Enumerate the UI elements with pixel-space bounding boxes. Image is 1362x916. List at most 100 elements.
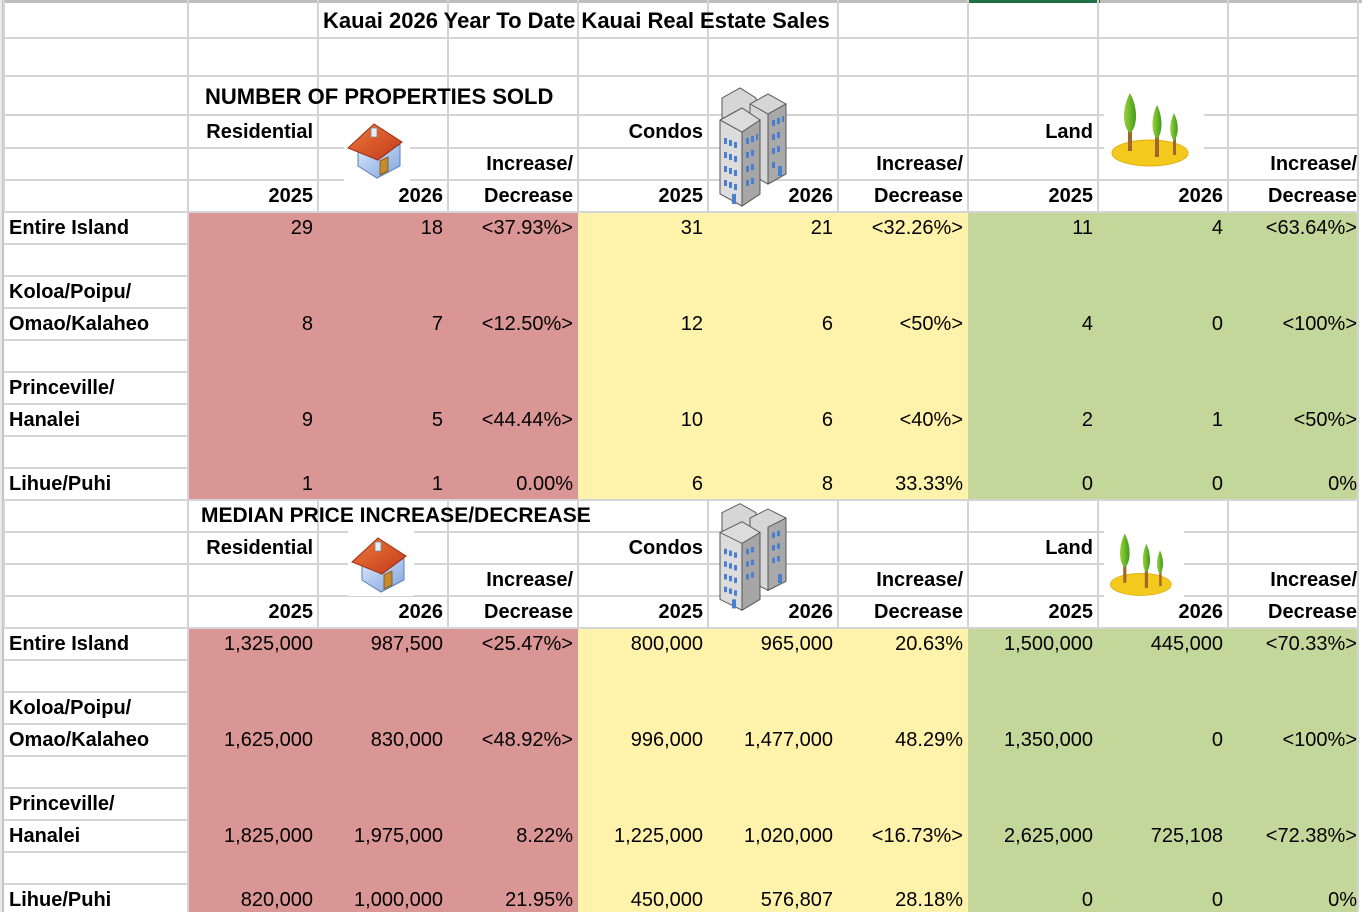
median-land-percent-change[interactable]: 0% [1328, 889, 1357, 911]
sold-res-year-2025[interactable]: 2025 [268, 185, 314, 207]
median-res-percent-change[interactable]: <48.92%> [481, 729, 573, 751]
sold-land-label[interactable]: Land [1045, 121, 1093, 143]
median-con-percent-change[interactable]: 48.29% [895, 729, 963, 751]
median-land-change-label-1[interactable]: Increase/ [1270, 569, 1357, 591]
median-con-value-2025[interactable]: 1,225,000 [614, 825, 703, 847]
sold-res-change-label-1[interactable]: Increase/ [486, 153, 573, 175]
sold-condos-label[interactable]: Condos [628, 121, 703, 143]
sold-con-percent-change[interactable]: <40%> [899, 409, 963, 431]
sold-land-year-2025[interactable]: 2025 [1048, 185, 1094, 207]
median-res-value-2026[interactable]: 1,975,000 [354, 825, 443, 847]
sold-con-value-2025[interactable]: 31 [680, 217, 703, 239]
median-land-percent-change[interactable]: <72.38%> [1265, 825, 1357, 847]
sold-residential-label[interactable]: Residential [206, 121, 313, 143]
median-res-change-label-1[interactable]: Increase/ [486, 569, 573, 591]
median-con-value-2026[interactable]: 965,000 [760, 633, 833, 655]
house-icon[interactable] [344, 116, 410, 182]
selected-cell-indicator[interactable] [968, 0, 1100, 3]
area-label-line-2[interactable]: Omao/Kalaheo [9, 729, 150, 751]
area-label-line-2[interactable]: Hanalei [9, 825, 81, 847]
trees-icon[interactable] [1104, 77, 1204, 169]
sold-land-year-2026[interactable]: 2026 [1178, 185, 1224, 207]
sold-land-percent-change[interactable]: <63.64%> [1265, 217, 1357, 239]
sold-res-value-2026[interactable]: 7 [431, 313, 443, 335]
median-con-value-2026[interactable]: 1,020,000 [744, 825, 833, 847]
sold-land-change-label-1[interactable]: Increase/ [1270, 153, 1357, 175]
median-res-value-2025[interactable]: 1,625,000 [224, 729, 313, 751]
area-label[interactable]: Lihue/Puhi [9, 473, 112, 495]
median-con-percent-change[interactable]: <16.73%> [871, 825, 963, 847]
sold-land-value-2025[interactable]: 0 [1081, 473, 1093, 495]
median-res-value-2026[interactable]: 987,500 [370, 633, 443, 655]
sold-con-value-2025[interactable]: 12 [680, 313, 703, 335]
median-res-value-2026[interactable]: 830,000 [370, 729, 443, 751]
sold-con-percent-change[interactable]: <32.26%> [871, 217, 963, 239]
buildings-icon[interactable] [712, 84, 798, 208]
sold-con-year-2026[interactable]: 2026 [788, 185, 834, 207]
median-land-percent-change[interactable]: <70.33%> [1265, 633, 1357, 655]
sold-con-value-2026[interactable]: 6 [821, 409, 833, 431]
sold-land-percent-change[interactable]: <50%> [1293, 409, 1357, 431]
area-label[interactable]: Princeville/ [9, 377, 115, 399]
median-land-value-2026[interactable]: 445,000 [1150, 633, 1223, 655]
sold-land-value-2026[interactable]: 4 [1211, 217, 1223, 239]
median-con-value-2025[interactable]: 800,000 [630, 633, 703, 655]
median-res-value-2025[interactable]: 1,325,000 [224, 633, 313, 655]
median-res-change-label-2[interactable]: Decrease [484, 601, 573, 623]
median-con-year-2026[interactable]: 2026 [788, 601, 834, 623]
median-con-change-label-1[interactable]: Increase/ [876, 569, 963, 591]
sold-res-value-2025[interactable]: 9 [301, 409, 313, 431]
median-res-value-2025[interactable]: 1,825,000 [224, 825, 313, 847]
sold-res-percent-change[interactable]: <12.50%> [481, 313, 573, 335]
median-section-heading[interactable]: MEDIAN PRICE INCREASE/DECREASE [201, 504, 591, 527]
trees-icon[interactable] [1104, 520, 1184, 598]
sold-res-value-2026[interactable]: 1 [431, 473, 443, 495]
median-con-year-2025[interactable]: 2025 [658, 601, 704, 623]
sold-land-change-label-2[interactable]: Decrease [1268, 185, 1357, 207]
median-res-year-2025[interactable]: 2025 [268, 601, 314, 623]
sold-land-value-2026[interactable]: 0 [1211, 313, 1223, 335]
median-con-value-2026[interactable]: 576,807 [760, 889, 833, 911]
median-con-percent-change[interactable]: 20.63% [895, 633, 963, 655]
median-land-value-2025[interactable]: 2,625,000 [1004, 825, 1093, 847]
sold-con-value-2025[interactable]: 10 [680, 409, 703, 431]
area-label-line-2[interactable]: Omao/Kalaheo [9, 313, 150, 335]
median-condos-label[interactable]: Condos [628, 537, 703, 559]
median-land-label[interactable]: Land [1045, 537, 1093, 559]
area-label-line-2[interactable]: Hanalei [9, 409, 81, 431]
median-land-value-2026[interactable]: 0 [1211, 889, 1223, 911]
median-land-percent-change[interactable]: <100%> [1282, 729, 1357, 751]
median-res-percent-change[interactable]: <25.47%> [481, 633, 573, 655]
sold-section-heading[interactable]: NUMBER OF PROPERTIES SOLD [205, 84, 554, 109]
median-land-value-2025[interactable]: 1,350,000 [1004, 729, 1093, 751]
area-label[interactable]: Lihue/Puhi [9, 889, 112, 911]
house-icon[interactable] [348, 530, 414, 596]
sold-land-percent-change[interactable]: <100%> [1282, 313, 1357, 335]
sold-con-percent-change[interactable]: 33.33% [895, 473, 963, 495]
sold-res-value-2025[interactable]: 8 [301, 313, 313, 335]
median-land-year-2026[interactable]: 2026 [1178, 601, 1224, 623]
area-label[interactable]: Entire Island [9, 217, 130, 239]
median-land-year-2025[interactable]: 2025 [1048, 601, 1094, 623]
area-label[interactable]: Princeville/ [9, 793, 115, 815]
sold-con-year-2025[interactable]: 2025 [658, 185, 704, 207]
median-land-value-2026[interactable]: 725,108 [1150, 825, 1223, 847]
median-land-value-2026[interactable]: 0 [1211, 729, 1223, 751]
median-con-percent-change[interactable]: 28.18% [895, 889, 963, 911]
median-con-change-label-2[interactable]: Decrease [874, 601, 963, 623]
sold-con-value-2026[interactable]: 6 [821, 313, 833, 335]
median-land-value-2025[interactable]: 0 [1081, 889, 1093, 911]
median-res-percent-change[interactable]: 8.22% [516, 825, 573, 847]
area-label[interactable]: Koloa/Poipu/ [9, 697, 132, 719]
sold-con-change-label-2[interactable]: Decrease [874, 185, 963, 207]
sold-res-value-2026[interactable]: 18 [420, 217, 443, 239]
sold-land-value-2025[interactable]: 4 [1081, 313, 1093, 335]
median-res-percent-change[interactable]: 21.95% [505, 889, 573, 911]
median-res-value-2026[interactable]: 1,000,000 [354, 889, 443, 911]
sheet-title[interactable]: Kauai 2026 Year To Date Kauai Real Estat… [323, 8, 830, 33]
sold-con-percent-change[interactable]: <50%> [899, 313, 963, 335]
sold-res-value-2025[interactable]: 1 [301, 473, 313, 495]
sold-res-percent-change[interactable]: 0.00% [516, 473, 573, 495]
sold-land-value-2025[interactable]: 11 [1072, 217, 1093, 239]
sold-res-year-2026[interactable]: 2026 [398, 185, 444, 207]
